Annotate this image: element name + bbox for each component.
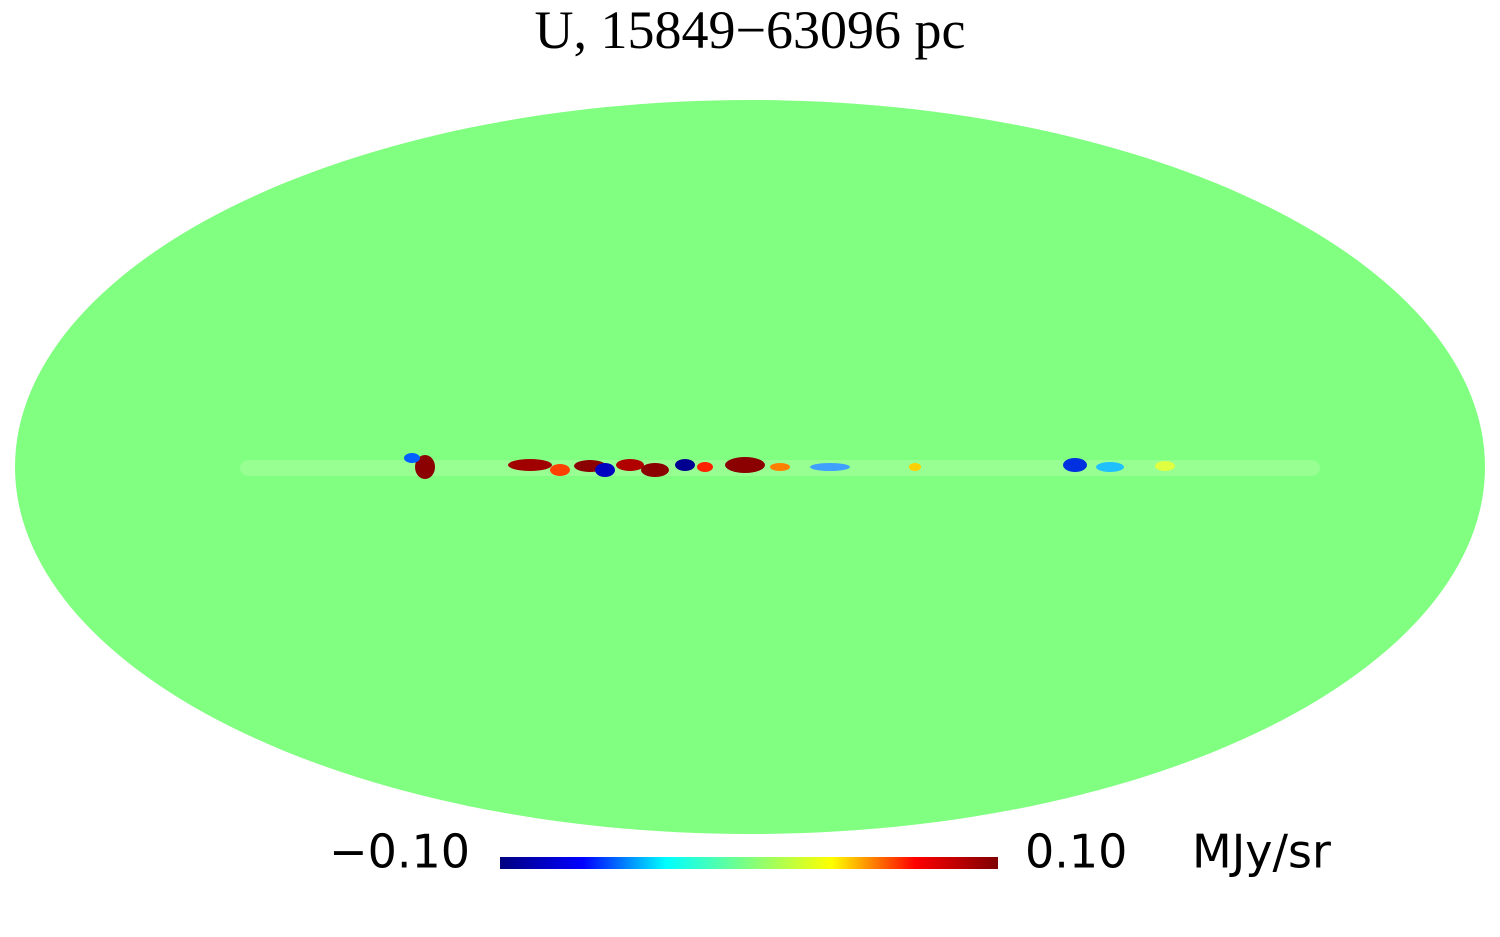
colorbar-unit: MJy/sr (1192, 825, 1331, 879)
chart-title: U, 15849−63096 pc (535, 0, 966, 60)
colorbar-tick-label: −0.10 (329, 825, 470, 879)
colorbar (500, 857, 998, 869)
colorbar-tick-label: 0.10 (1025, 825, 1127, 879)
galactic-plane-features (240, 453, 1320, 479)
